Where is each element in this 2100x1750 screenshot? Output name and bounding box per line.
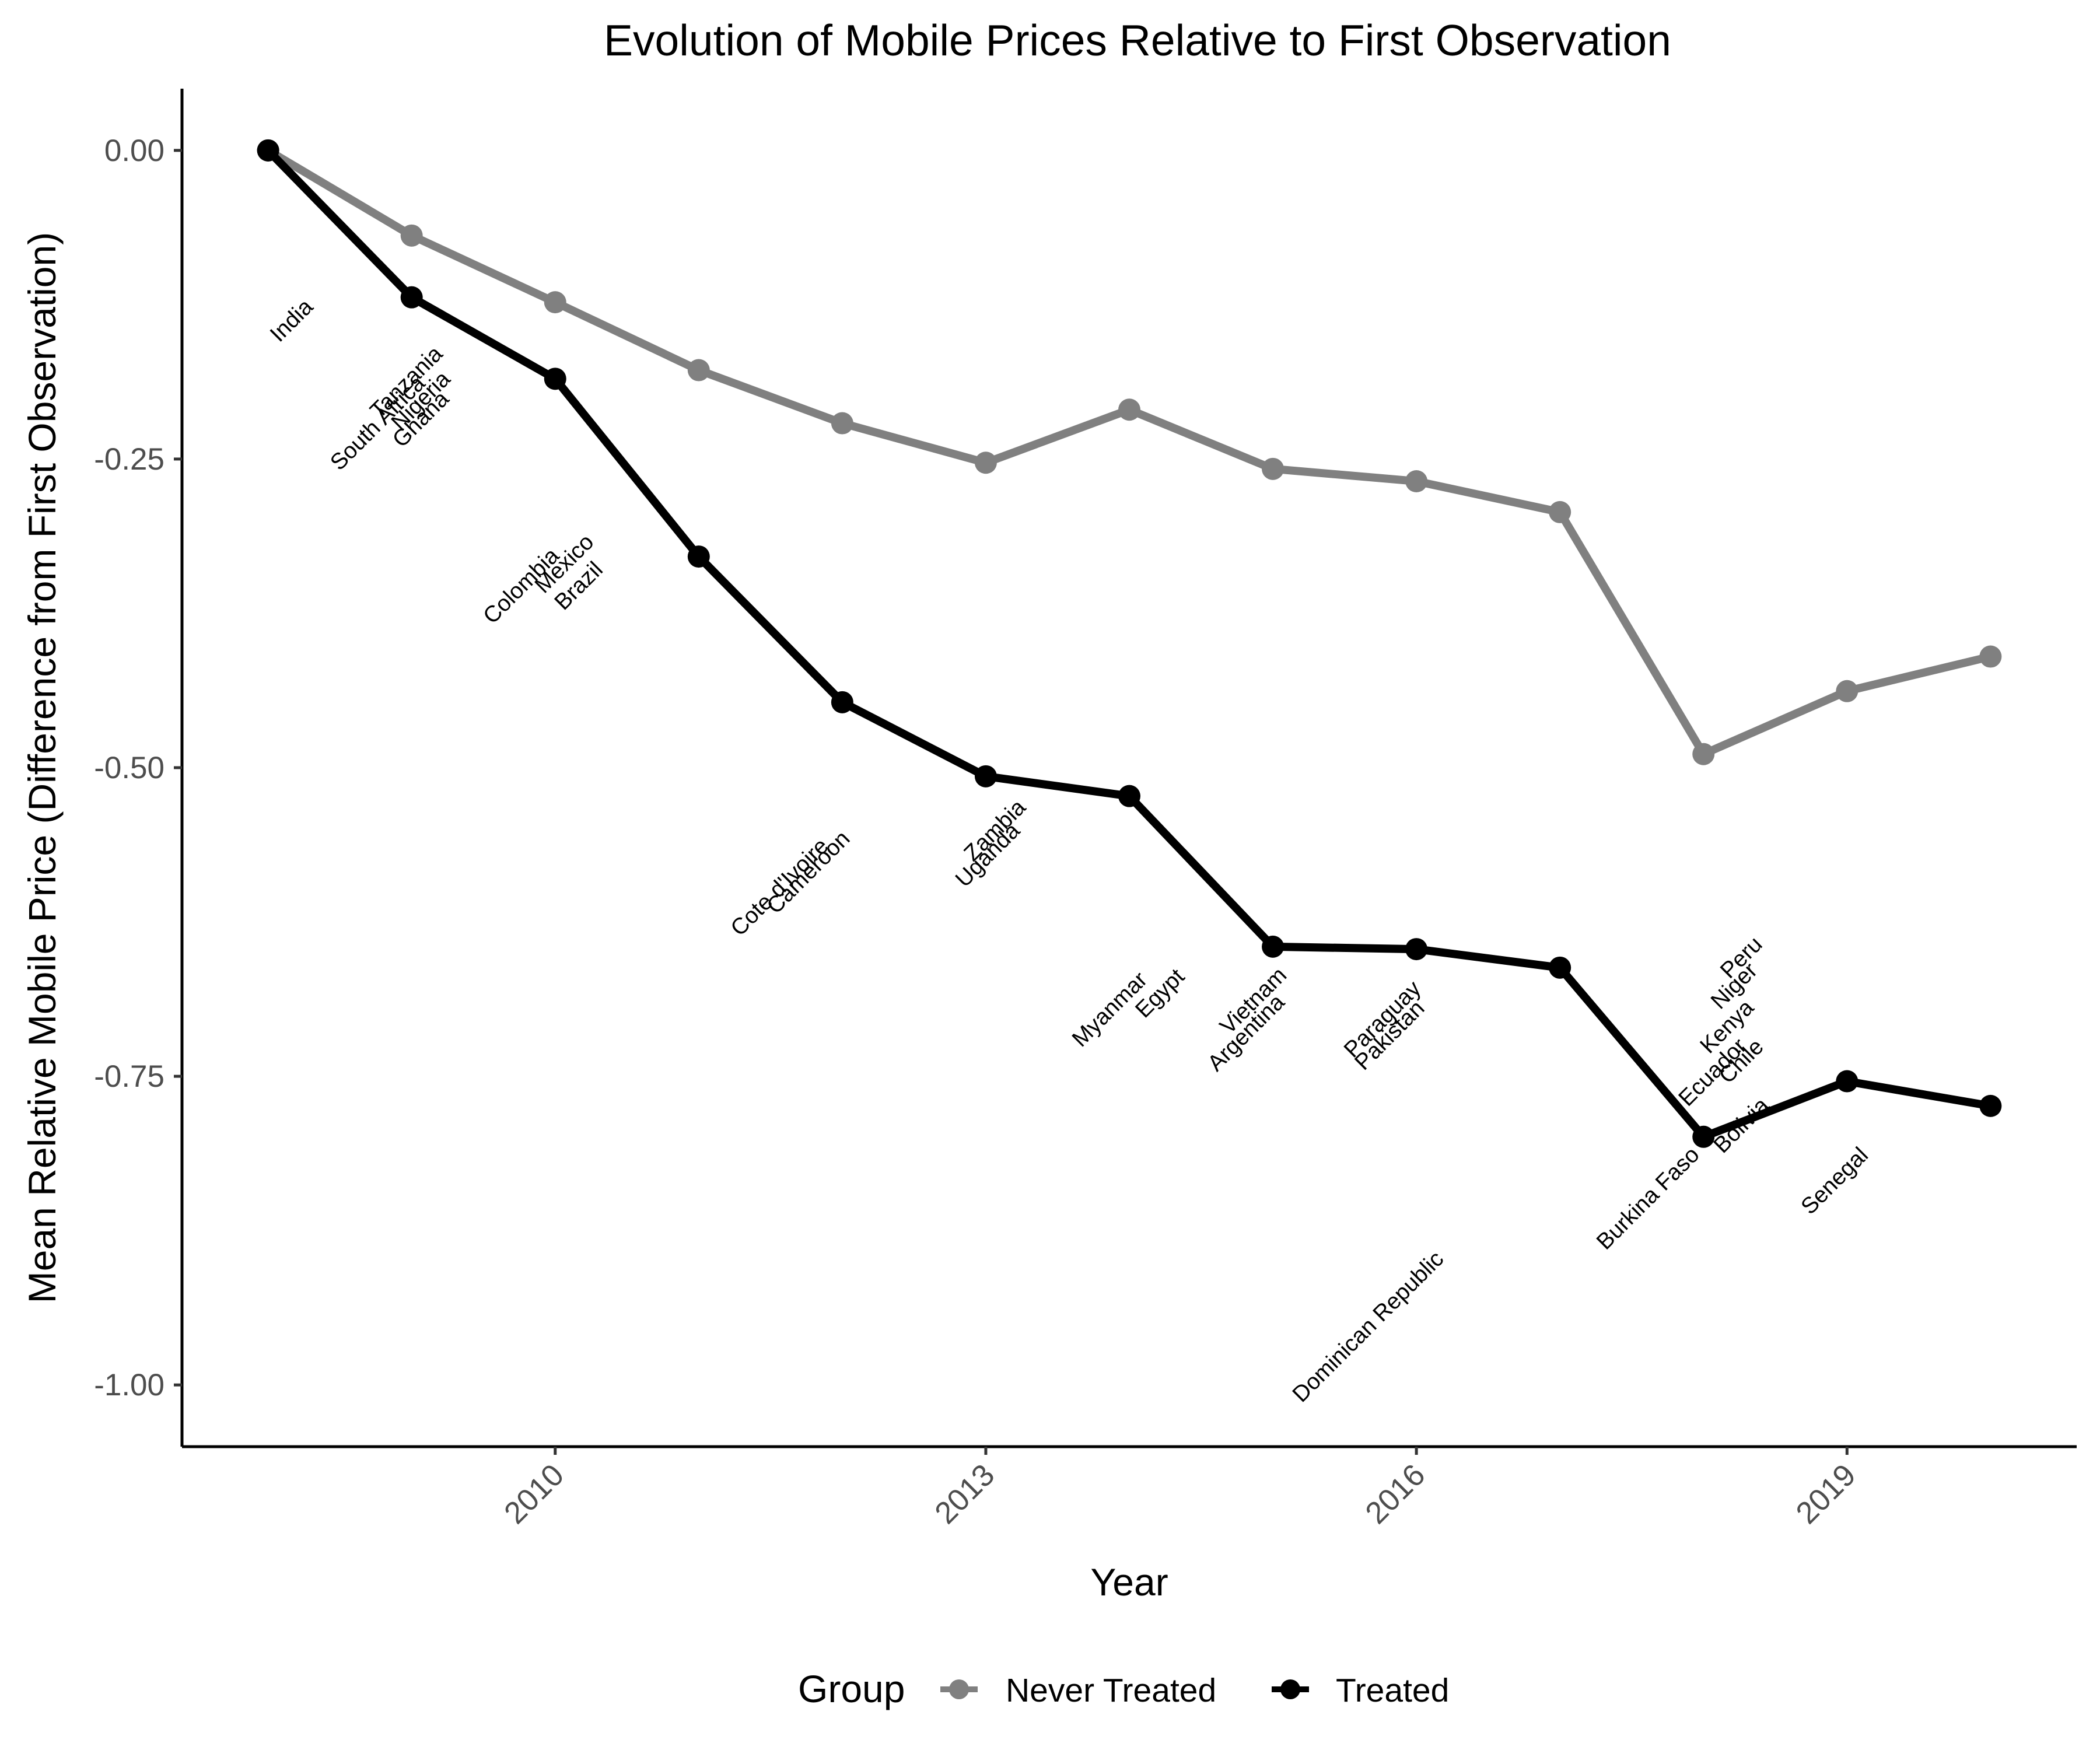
legend-item-treated: Treated	[1272, 1672, 1449, 1709]
data-point-never-treated	[687, 359, 710, 382]
x-tick-label: 2019	[1790, 1458, 1863, 1531]
annotation-bolivia: Bolivia	[1709, 1093, 1774, 1158]
data-point-treated	[1692, 1125, 1715, 1148]
series-never-treated	[257, 139, 2002, 765]
data-point-never-treated	[1836, 680, 1859, 702]
annotation-dominican-republic: Dominican Republic	[1288, 1247, 1449, 1408]
data-point-treated	[687, 545, 710, 568]
legend-key-marker-treated	[1280, 1679, 1300, 1699]
chart-title: Evolution of Mobile Prices Relative to F…	[604, 16, 1671, 65]
y-ticks: 0.00 -0.25 -0.50 -0.75 -1.00	[94, 134, 182, 1402]
data-point-treated	[1262, 935, 1284, 958]
data-point-never-treated	[1118, 398, 1140, 421]
data-point-never-treated	[1692, 743, 1715, 765]
data-point-treated	[1405, 938, 1428, 961]
x-ticks: 2010 2013 2016 2019	[498, 1447, 1863, 1531]
series-treated	[257, 139, 2002, 1148]
data-point-treated	[1836, 1070, 1859, 1093]
y-tick-label: -0.25	[94, 442, 164, 477]
x-tick-label: 2010	[498, 1458, 570, 1531]
legend-title: Group	[798, 1667, 905, 1710]
data-point-never-treated	[1405, 470, 1428, 493]
annotation-india: India	[265, 294, 318, 346]
y-tick-label: -0.75	[94, 1059, 164, 1094]
x-axis-title: Year	[1090, 1560, 1168, 1604]
data-point-never-treated	[1549, 501, 1572, 523]
data-point-never-treated	[544, 291, 566, 314]
data-point-treated	[400, 286, 423, 309]
legend-label-treated: Treated	[1336, 1672, 1449, 1709]
legend: Group Never Treated Treated	[798, 1667, 1449, 1710]
data-point-treated	[1118, 785, 1140, 807]
x-tick-label: 2013	[928, 1458, 1001, 1531]
data-point-never-treated	[400, 224, 423, 247]
data-point-treated	[544, 368, 566, 390]
data-point-never-treated	[831, 412, 853, 435]
data-point-never-treated	[1262, 457, 1284, 480]
y-tick-label: -1.00	[94, 1368, 164, 1402]
legend-key-marker-never-treated	[949, 1679, 969, 1699]
data-point-treated	[1549, 956, 1572, 979]
legend-item-never-treated: Never Treated	[940, 1672, 1216, 1709]
annotation-burkina-faso: Burkina Faso	[1592, 1142, 1704, 1255]
legend-label-never-treated: Never Treated	[1006, 1672, 1216, 1709]
data-point-treated	[831, 691, 853, 713]
data-point-treated	[257, 139, 279, 162]
data-point-treated	[974, 765, 997, 788]
annotation-cameroon: Cameroon	[762, 826, 855, 919]
y-tick-label: -0.50	[94, 751, 164, 785]
series-line-never-treated	[264, 146, 1995, 758]
data-point-never-treated	[974, 452, 997, 474]
x-tick-label: 2016	[1359, 1458, 1432, 1531]
data-point-never-treated	[1979, 645, 2002, 668]
y-axis-title: Mean Relative Mobile Price (Difference f…	[20, 232, 64, 1303]
plot-area	[257, 139, 2002, 1148]
annotation-senegal: Senegal	[1796, 1143, 1873, 1220]
data-point-treated	[1979, 1094, 2002, 1117]
y-tick-label: 0.00	[104, 134, 164, 168]
